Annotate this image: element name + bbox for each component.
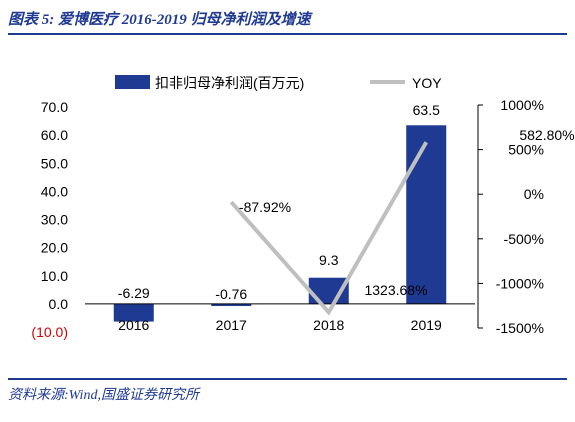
yoy-line	[229, 141, 428, 316]
source-note: 资料来源:Wind,国盛证券研究所	[8, 388, 199, 403]
bar-2017	[211, 303, 252, 307]
right-axis-tick-label: -500%	[504, 231, 544, 247]
bar-data-label: -0.76	[215, 286, 247, 302]
legend-bar-label: 扣非归母净利润(百万元)	[155, 75, 304, 91]
source-divider	[8, 378, 567, 380]
right-axis-tick-label: 500%	[508, 142, 544, 158]
category-label: 2019	[411, 317, 442, 333]
left-axis-tick-label: 40.0	[41, 183, 68, 199]
bar-data-label: 63.5	[413, 102, 440, 118]
yoy-data-label: 1323.68%	[364, 282, 427, 298]
legend-bar-swatch	[115, 75, 150, 89]
left-axis-tick-label: 20.0	[41, 240, 68, 256]
left-axis-tick-label: 10.0	[41, 268, 68, 284]
figure-caption: 图表 5: 爱博医疗 2016-2019 归母净利润及增速	[8, 12, 311, 28]
left-axis-tick-label: 60.0	[41, 127, 68, 143]
left-axis-tick-label: 50.0	[41, 155, 68, 171]
bar-2019	[406, 125, 447, 304]
yoy-data-label: 582.80%	[519, 127, 574, 143]
right-axis-tick-label: 0%	[524, 186, 544, 202]
left-axis-tick-label: (10.0)	[31, 324, 68, 340]
legend-line-label: YOY	[412, 75, 442, 91]
bar-2016	[113, 303, 154, 322]
left-axis-tick-label: 30.0	[41, 212, 68, 228]
bar-data-label: 9.3	[319, 252, 339, 268]
left-axis-tick-label: 0.0	[49, 296, 69, 312]
right-axis-tick-label: -1000%	[496, 275, 544, 291]
right-axis-tick-label: 1000%	[500, 97, 544, 113]
category-label: 2016	[118, 317, 149, 333]
right-axis-tick-label: -1500%	[496, 320, 544, 336]
caption-divider	[8, 33, 567, 35]
bar-data-label: -6.29	[118, 285, 150, 301]
left-axis-tick-label: 70.0	[41, 99, 68, 115]
category-label: 2018	[313, 317, 344, 333]
category-label: 2017	[216, 317, 247, 333]
yoy-data-label: -87.92%	[239, 199, 291, 215]
